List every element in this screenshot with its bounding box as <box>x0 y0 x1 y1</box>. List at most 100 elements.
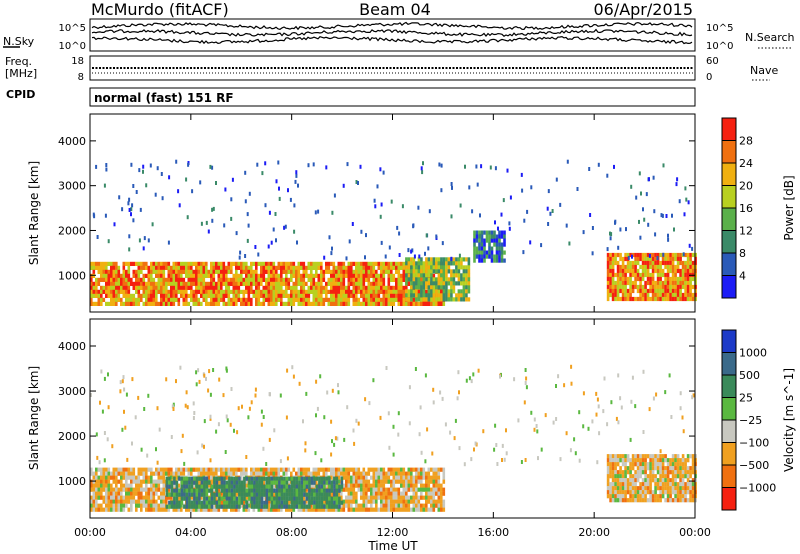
velocity-echo-cell <box>405 471 408 476</box>
velocity-echo-cell <box>287 499 291 504</box>
velocity-echo-cell <box>180 467 183 472</box>
power-echo-marks <box>90 159 697 306</box>
power-echo-cell <box>503 238 506 243</box>
velocity-echo-cell <box>275 480 279 485</box>
power-echo-cell <box>656 260 660 266</box>
power-echo-cell <box>180 285 183 290</box>
velocity-scatter-cell <box>247 415 250 420</box>
power-echo-cell <box>380 269 383 274</box>
power-echo-cell <box>355 297 358 302</box>
velocity-echo-cell <box>302 471 306 476</box>
power-echo-cell <box>360 273 363 278</box>
power-echo-cell <box>115 289 118 294</box>
velocity-echo-cell <box>616 470 620 475</box>
velocity-echo-cell <box>290 476 294 481</box>
velocity-echo-cell <box>606 486 610 491</box>
power-echo-cell <box>170 285 173 290</box>
velocity-echo-cell <box>235 507 238 512</box>
power-echo-cell <box>177 277 181 282</box>
velocity-echo-cell <box>170 492 174 497</box>
power-echo-cell <box>490 258 494 263</box>
velocity-echo-cell <box>427 499 431 504</box>
power-echo-cell <box>275 297 278 302</box>
velocity-echo-cell <box>440 503 443 508</box>
power-echo-cell <box>312 297 316 302</box>
velocity-echo-cell <box>95 471 98 476</box>
power-echo-cell <box>483 250 486 255</box>
power-scatter-cell <box>588 167 591 171</box>
power-echo-cell <box>425 285 428 290</box>
velocity-scatter-cell <box>524 458 527 462</box>
velocity-echo-cell <box>387 503 391 508</box>
power-echo-cell <box>200 301 203 306</box>
power-echo-cell <box>202 261 206 266</box>
power-echo-cell <box>350 281 353 286</box>
power-scatter-cell <box>691 246 694 251</box>
velocity-echo-cell <box>287 479 291 484</box>
power-echo-cell <box>357 289 361 294</box>
power-echo-cell <box>606 268 610 274</box>
power-echo-cell <box>310 261 313 266</box>
velocity-echo-cell <box>372 479 376 484</box>
power-echo-cell <box>277 261 281 266</box>
velocity-scatter-cell <box>331 388 334 393</box>
power-echo-cell <box>145 293 148 298</box>
velocity-scatter-cell <box>458 390 460 395</box>
power-echo-cell <box>442 273 446 278</box>
velocity-echo-cell <box>400 495 403 500</box>
power-echo-cell <box>415 269 418 274</box>
velocity-echo-cell <box>639 482 642 487</box>
velocity-scatter-cell <box>642 430 645 434</box>
velocity-echo-cell <box>385 479 388 484</box>
power-echo-cell <box>267 261 271 266</box>
velocity-echo-cell <box>619 486 622 491</box>
power-echo-cell <box>180 261 183 266</box>
velocity-echo-cell <box>400 479 403 484</box>
velocity-echo-cell <box>180 476 184 481</box>
power-echo-cell <box>360 281 363 286</box>
velocity-echo-cell <box>337 491 341 496</box>
power-echo-cell <box>170 301 173 306</box>
power-echo-cell <box>410 257 413 262</box>
velocity-echo-cell <box>661 482 665 487</box>
power-echo-cell <box>135 281 138 286</box>
power-echo-cell <box>210 261 213 266</box>
power-echo-cell <box>432 269 436 274</box>
power-echo-cell <box>325 261 328 266</box>
power-echo-cell <box>370 273 373 278</box>
power-echo-cell <box>382 261 386 266</box>
velocity-echo-cell <box>360 495 363 500</box>
velocity-echo-cell <box>265 471 268 476</box>
power-echo-cell <box>195 273 198 278</box>
power-echo-cell <box>609 280 612 286</box>
velocity-echo-cell <box>407 467 411 472</box>
velocity-echo-cell <box>626 482 630 487</box>
velocity-echo-cell <box>122 487 126 492</box>
power-echo-cell <box>185 265 188 270</box>
velocity-echo-cell <box>243 484 246 489</box>
velocity-echo-cell <box>190 504 194 509</box>
velocity-echo-cell <box>270 492 274 497</box>
power-echo-cell <box>345 297 348 302</box>
velocity-echo-cell <box>195 480 199 485</box>
velocity-echo-cell <box>400 475 403 480</box>
velocity-echo-cell <box>203 500 206 505</box>
power-echo-cell <box>455 297 458 302</box>
velocity-echo-cell <box>636 454 640 459</box>
power-echo-cell <box>107 301 111 306</box>
station-title: McMurdo (fitACF) <box>91 0 229 19</box>
velocity-scatter-cell <box>691 395 694 400</box>
power-echo-cell <box>432 273 436 278</box>
velocity-echo-cell <box>242 507 246 512</box>
power-echo-cell <box>686 292 690 298</box>
velocity-scatter-cell <box>336 436 339 441</box>
velocity-echo-cell <box>195 496 199 501</box>
power-echo-cell <box>679 268 682 274</box>
power-echo-cell <box>197 273 201 278</box>
velocity-echo-cell <box>671 454 675 459</box>
velocity-echo-cell <box>636 478 640 483</box>
velocity-echo-cell <box>654 482 657 487</box>
velocity-echo-cell <box>198 492 201 497</box>
velocity-echo-cell <box>631 466 635 471</box>
power-echo-cell <box>312 281 316 286</box>
